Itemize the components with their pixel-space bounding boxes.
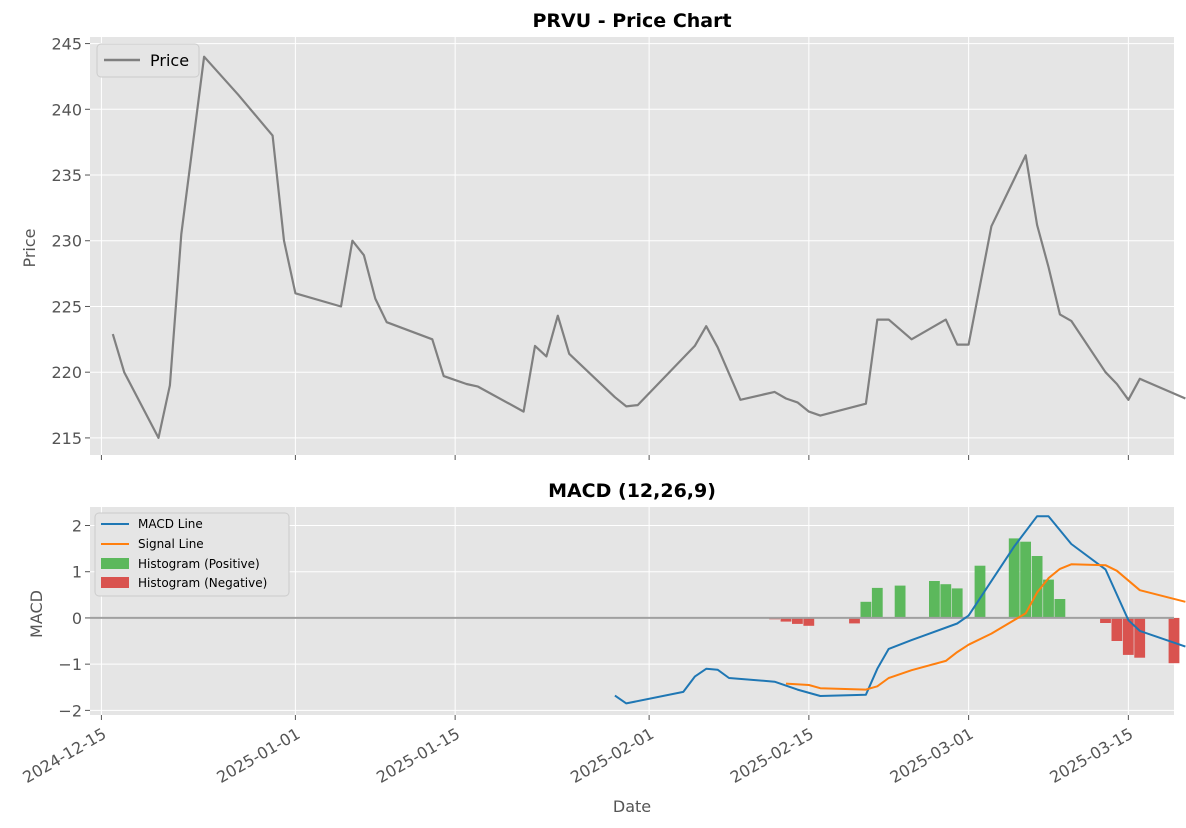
y-tick-label: −2 <box>58 701 82 720</box>
histogram-negative-legend-swatch <box>101 577 129 588</box>
y-tick-label: 245 <box>51 35 82 54</box>
price-legend-label: Price <box>150 51 189 70</box>
price-line <box>111 55 1186 439</box>
macd-series <box>614 515 1186 705</box>
signal-line <box>785 563 1186 691</box>
y-tick-label: 215 <box>51 429 82 448</box>
histogram-bar-positive <box>1020 541 1031 618</box>
price-chart-title: PRVU - Price Chart <box>532 10 731 32</box>
macd-line <box>614 515 1186 705</box>
histogram-bar-negative <box>803 617 815 626</box>
x-tick-label: 2025-02-15 <box>727 724 817 787</box>
histogram-bar-negative <box>1168 617 1180 664</box>
histogram-bar-negative <box>792 617 803 624</box>
histogram-bar-positive <box>974 565 986 618</box>
histogram-bar-negative <box>1134 617 1146 658</box>
x-tick-label: 2025-02-01 <box>567 724 657 787</box>
price-y-axis-label: Price <box>20 228 39 267</box>
x-tick-label: 2024-12-15 <box>19 724 109 787</box>
histogram-negative-legend-label: Histogram (Negative) <box>138 576 267 590</box>
x-tick-label: 2025-03-01 <box>887 724 977 787</box>
histogram-positive-legend-label: Histogram (Positive) <box>138 557 260 571</box>
x-tick-label: 2025-03-15 <box>1046 724 1136 787</box>
macd-y-axis-label: MACD <box>27 590 46 638</box>
histogram-bar-positive <box>929 581 940 618</box>
y-tick-label: 240 <box>51 100 82 119</box>
price-x-ticks <box>100 455 1129 460</box>
y-tick-label: 225 <box>51 297 82 316</box>
price-legend-frame <box>96 43 200 78</box>
y-tick-label: 0 <box>72 609 82 628</box>
histogram-bar-positive <box>940 584 952 618</box>
histogram-bar-negative <box>1100 617 1111 623</box>
histogram-bar-positive <box>860 601 872 618</box>
x-tick-label: 2025-01-01 <box>213 724 303 787</box>
macd-legend-frame <box>94 512 290 597</box>
y-tick-label: −1 <box>58 655 82 674</box>
y-tick-label: 1 <box>72 563 82 582</box>
signal-legend-label: Signal Line <box>138 537 204 551</box>
histogram-bar-positive <box>1008 538 1020 618</box>
histogram-bar-negative <box>780 617 792 622</box>
histogram-bar-positive <box>951 588 963 618</box>
histogram-bar-positive <box>894 585 906 618</box>
histogram-bar-positive <box>1054 599 1066 618</box>
y-tick-label: 235 <box>51 166 82 185</box>
price-legend[interactable]: Price <box>96 43 200 78</box>
y-tick-label: 230 <box>51 232 82 251</box>
histogram-bar-positive <box>1031 556 1043 618</box>
y-tick-label: 220 <box>51 363 82 382</box>
macd-y-ticks: −2 −1 0 1 2 <box>58 516 90 720</box>
histogram-bar-negative <box>1111 617 1123 641</box>
macd-x-axis-label: Date <box>613 797 651 816</box>
histogram-positive-legend-swatch <box>101 558 129 569</box>
price-series <box>111 55 1186 439</box>
histogram-bar-positive <box>871 587 883 618</box>
macd-legend-label: MACD Line <box>138 517 203 531</box>
price-grid <box>90 37 1174 455</box>
x-tick-label: 2025-01-15 <box>373 724 463 787</box>
histogram-bar-negative <box>849 617 860 624</box>
price-plot-area <box>90 37 1174 455</box>
macd-chart: MACD (12,26,9) −2 −1 0 1 2 2024-12-15 2025-01… <box>19 480 1186 816</box>
macd-x-ticks: 2024-12-15 2025-01-01 2025-01-15 2025-02-01… <box>19 715 1136 787</box>
price-chart: PRVU - Price Chart 215 220 225 230 235 240 245… <box>20 10 1186 460</box>
price-y-ticks: 215 220 225 230 235 240 245 <box>51 35 90 448</box>
y-tick-label: 2 <box>72 516 82 535</box>
macd-chart-title: MACD (12,26,9) <box>548 480 716 502</box>
histogram-bar-negative <box>1122 617 1134 655</box>
histogram-bar-positive <box>1043 579 1054 618</box>
macd-legend[interactable]: MACD Line Signal Line Histogram (Positiv… <box>94 512 290 597</box>
